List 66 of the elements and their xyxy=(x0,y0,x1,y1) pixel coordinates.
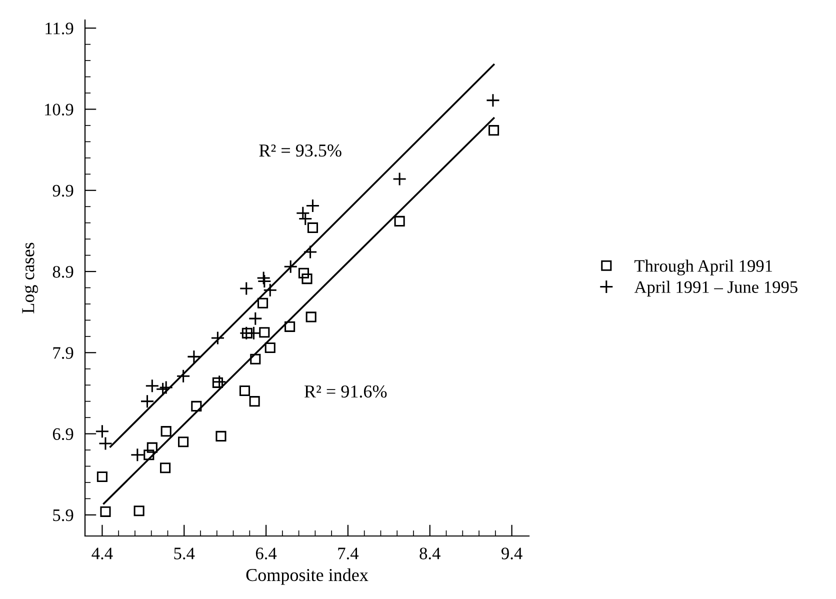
x-tick-label: 5.4 xyxy=(174,548,195,560)
point xyxy=(212,377,223,388)
point xyxy=(239,282,254,296)
annotation: R² = 91.6% xyxy=(304,385,387,398)
point xyxy=(191,400,202,412)
y-tick-label: 6.9 xyxy=(52,428,74,440)
point xyxy=(486,93,500,108)
x-tick-label: 7.4 xyxy=(338,548,359,560)
point xyxy=(96,471,108,482)
y-tick-label: 5.9 xyxy=(53,509,74,522)
legend-label: April 1991 – June 1995 xyxy=(634,280,798,296)
point xyxy=(159,380,174,395)
point xyxy=(394,216,405,226)
point xyxy=(263,283,278,298)
point xyxy=(392,172,407,186)
x-tick-label: 4.4 xyxy=(92,548,113,560)
point xyxy=(303,245,318,260)
point xyxy=(302,274,312,284)
y-tick-label: 8.9 xyxy=(52,266,74,278)
point xyxy=(264,342,276,354)
point xyxy=(216,430,226,442)
point xyxy=(100,506,111,517)
x-tick-label: 6.4 xyxy=(256,548,277,560)
point xyxy=(307,222,318,233)
point xyxy=(178,436,189,448)
y-tick-label: 7.9 xyxy=(53,347,74,359)
point xyxy=(306,198,320,213)
point xyxy=(130,448,144,462)
point xyxy=(156,382,170,396)
legend-label: Through April 1991 xyxy=(634,260,772,276)
point xyxy=(160,426,172,437)
point xyxy=(298,268,310,278)
point xyxy=(248,312,262,326)
point xyxy=(488,125,500,136)
point xyxy=(298,212,312,226)
point xyxy=(246,326,261,340)
y-tick-label: 10.9 xyxy=(45,104,74,116)
point xyxy=(249,396,260,407)
point xyxy=(306,312,316,322)
point xyxy=(176,369,190,384)
point xyxy=(144,450,154,460)
point xyxy=(146,442,158,453)
x-tick-label: 8.4 xyxy=(420,548,440,560)
y-tick-label: 9.9 xyxy=(52,184,74,197)
point xyxy=(284,321,296,332)
point xyxy=(145,378,160,393)
point xyxy=(256,270,271,286)
annotation: R² = 93.5% xyxy=(259,144,342,157)
point xyxy=(186,350,201,364)
point xyxy=(257,274,272,288)
point xyxy=(98,436,112,451)
point xyxy=(242,328,252,338)
point xyxy=(239,385,250,396)
point xyxy=(160,462,171,474)
y-tick-label: 11.9 xyxy=(46,22,74,34)
point xyxy=(250,354,261,364)
point xyxy=(140,394,154,408)
point xyxy=(212,374,226,389)
point xyxy=(259,327,270,338)
point xyxy=(134,506,144,516)
x-axis-title: Composite index xyxy=(246,568,368,585)
x-tick-label: 9.4 xyxy=(502,548,522,560)
point xyxy=(284,260,298,274)
point xyxy=(257,298,268,308)
point xyxy=(210,331,225,346)
y-axis-title: Log cases xyxy=(22,242,38,314)
